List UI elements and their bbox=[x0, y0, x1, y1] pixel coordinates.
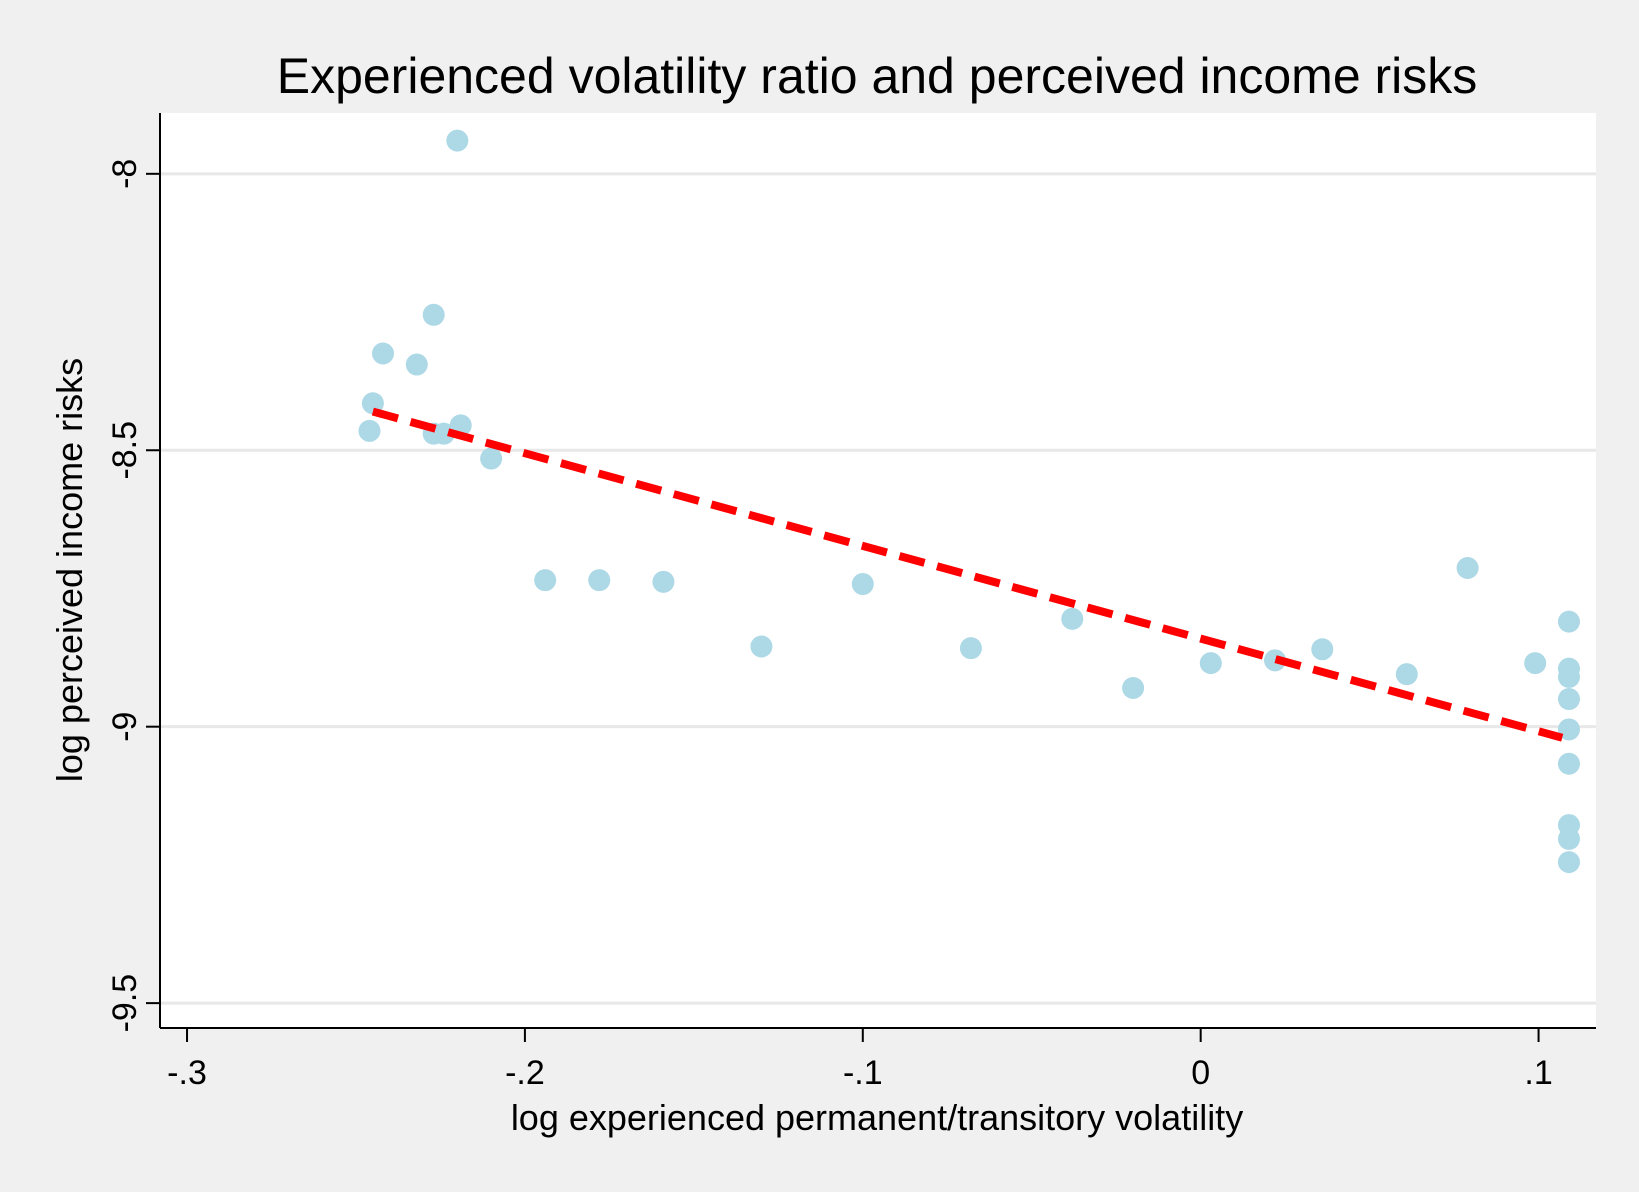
x-tick-label-3: 0 bbox=[1191, 1054, 1210, 1092]
x-axis-label: log experienced permanent/transitory vol… bbox=[511, 1097, 1243, 1138]
fit-line-group bbox=[371, 407, 1564, 742]
y-tick-label-0: -8 bbox=[106, 159, 144, 189]
scatter-point-20 bbox=[1311, 638, 1334, 661]
scatter-point-24 bbox=[1557, 610, 1580, 633]
scatter-point-14 bbox=[750, 635, 773, 658]
scatter-point-1 bbox=[422, 303, 445, 326]
scatter-point-11 bbox=[588, 569, 611, 592]
scatter-point-7 bbox=[432, 422, 455, 445]
scatter-point-29 bbox=[1557, 752, 1580, 775]
scatter-point-21 bbox=[1395, 663, 1418, 686]
scatter-point-4 bbox=[361, 392, 384, 415]
fitted-line bbox=[371, 407, 1564, 742]
scatter-point-5 bbox=[358, 419, 381, 442]
x-tick-label-4: .1 bbox=[1524, 1054, 1552, 1092]
scatter-point-0 bbox=[446, 129, 469, 152]
scatter-point-16 bbox=[1061, 607, 1084, 630]
chart-title: Experienced volatility ratio and perceiv… bbox=[277, 48, 1478, 104]
scatter-point-18 bbox=[1199, 652, 1222, 675]
y-tick-label-1: -8.5 bbox=[106, 421, 144, 480]
scatter-point-27 bbox=[1557, 688, 1580, 711]
scatter-point-32 bbox=[1557, 851, 1580, 874]
y-tick-label-3: -9.5 bbox=[106, 974, 144, 1033]
x-tick-label-0: -.3 bbox=[167, 1054, 207, 1092]
scatter-point-15 bbox=[959, 637, 982, 660]
scatter-point-13 bbox=[851, 573, 874, 596]
scatter-point-17 bbox=[1122, 676, 1145, 699]
scatter-points bbox=[358, 129, 1580, 874]
scatter-point-9 bbox=[480, 447, 503, 470]
plot-area bbox=[160, 113, 1596, 1028]
y-axis-label: log perceived income risks bbox=[49, 358, 90, 782]
x-tick-label-1: -.2 bbox=[505, 1054, 545, 1092]
scatter-point-10 bbox=[534, 569, 557, 592]
axes bbox=[159, 113, 1596, 1029]
scatter-point-2 bbox=[372, 342, 395, 365]
y-tick-label-2: -9 bbox=[106, 712, 144, 742]
scatter-point-31 bbox=[1557, 827, 1580, 850]
grid-lines bbox=[160, 172, 1596, 1005]
ticks: -.3 -.2 -.1 0 .1 -8 -8.5 -9 -9.5 bbox=[106, 159, 1553, 1092]
scatter-point-28 bbox=[1557, 718, 1580, 741]
x-tick-label-2: -.1 bbox=[843, 1054, 883, 1092]
scatter-point-26 bbox=[1557, 665, 1580, 688]
scatter-point-23 bbox=[1524, 652, 1547, 675]
scatter-point-12 bbox=[652, 570, 675, 593]
scatter-point-19 bbox=[1264, 649, 1287, 672]
scatter-point-22 bbox=[1456, 557, 1479, 580]
scatter-point-3 bbox=[405, 353, 428, 376]
